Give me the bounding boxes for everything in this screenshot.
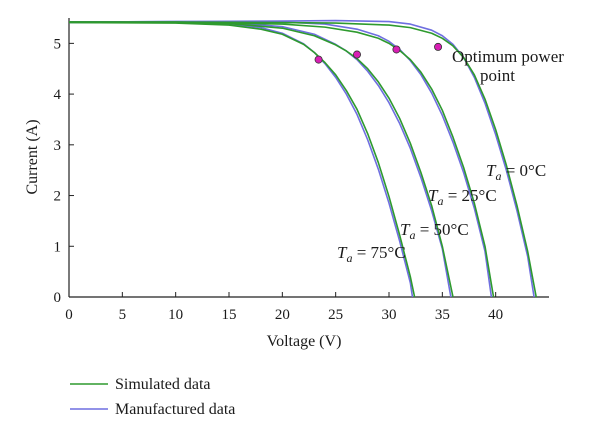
label-ta-50c-prefix: T	[400, 220, 411, 239]
mpp-layer	[314, 42, 443, 64]
label-ta-50c-sub: a	[409, 228, 415, 242]
y-tick-label: 3	[54, 138, 62, 154]
series-line-manufactured	[68, 19, 535, 298]
x-tick-label: 30	[382, 307, 397, 323]
axis-ticks: 0 5 10 15 20 25 30 35 40 0 1 2 3 4 5	[54, 36, 504, 323]
legend-label-simulated: Simulated data	[115, 376, 211, 393]
x-tick-label: 0	[65, 307, 73, 323]
mpp-point	[352, 50, 361, 59]
y-axis-title: Current (A)	[24, 119, 41, 194]
y-tick-label: 0	[54, 290, 62, 306]
label-ta-75c-sub: a	[346, 251, 352, 265]
mpp-point	[434, 42, 443, 51]
annotation-line-1: Optimum power	[452, 47, 564, 66]
x-axis-title: Voltage (V)	[267, 333, 342, 350]
label-ta-25c-rest: = 25°C	[443, 186, 496, 205]
x-tick-label: 20	[275, 307, 290, 323]
label-ta-50c: Ta = 50°C	[400, 220, 469, 242]
mpp-point	[314, 55, 323, 64]
series-line-manufactured	[68, 20, 493, 298]
x-tick-label: 40	[488, 307, 503, 323]
series-line-simulated	[68, 21, 454, 298]
x-tick-label: 15	[222, 307, 237, 323]
series-line-simulated	[68, 21, 416, 298]
label-ta-75c-rest: = 75°C	[352, 243, 405, 262]
label-ta-25c-sub: a	[437, 194, 443, 208]
y-tick-label: 2	[54, 189, 62, 205]
series-line-manufactured	[69, 21, 452, 298]
y-tick-label: 4	[54, 87, 62, 103]
legend: Simulated data Manufactured data	[70, 376, 235, 418]
label-ta-0c-rest: = 0°C	[501, 161, 546, 180]
x-tick-label: 25	[328, 307, 343, 323]
label-ta-0c: Ta = 0°C	[486, 161, 546, 183]
label-ta-75c-prefix: T	[337, 243, 348, 262]
series-layer	[68, 19, 537, 298]
series-line-simulated	[69, 21, 537, 298]
series-line-manufactured	[69, 21, 414, 298]
label-ta-25c: Ta = 25°C	[428, 186, 497, 208]
x-tick-label: 35	[435, 307, 450, 323]
label-ta-0c-sub: a	[495, 169, 501, 183]
x-tick-label: 10	[168, 307, 183, 323]
x-tick-label: 5	[119, 307, 127, 323]
label-ta-25c-prefix: T	[428, 186, 439, 205]
label-ta-75c: Ta = 75°C	[337, 243, 406, 265]
y-tick-label: 1	[54, 239, 62, 255]
series-line-simulated	[69, 21, 495, 298]
legend-label-manufactured: Manufactured data	[115, 401, 235, 418]
y-tick-label: 5	[54, 36, 62, 52]
label-ta-0c-prefix: T	[486, 161, 497, 180]
mpp-point	[392, 45, 401, 54]
annotation-line-2: point	[480, 66, 515, 85]
label-ta-50c-rest: = 50°C	[415, 220, 468, 239]
